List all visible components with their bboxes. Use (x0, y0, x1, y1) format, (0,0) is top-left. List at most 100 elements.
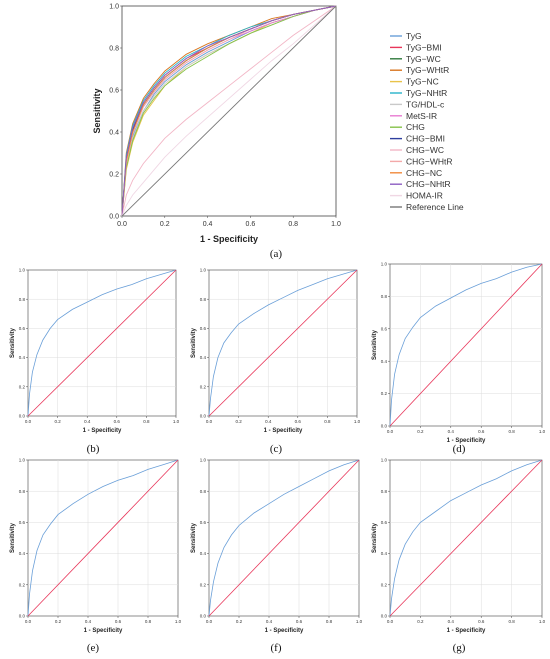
x-tick-label: 0.8 (145, 619, 152, 624)
y-tick-label: 0.6 (381, 326, 388, 331)
y-axis-label: Sensitivity (191, 522, 197, 553)
x-axis-label: 1 - Specificity (447, 628, 486, 634)
x-tick-label: 1.0 (539, 429, 546, 434)
x-tick-label: 1.0 (356, 619, 363, 624)
x-tick-label: 0.8 (326, 619, 333, 624)
y-axis-label: Sensitivity (372, 329, 378, 360)
y-tick-label: 0.2 (381, 582, 388, 587)
y-tick-label: 0.0 (381, 424, 388, 429)
legend-entry: CHG−BMI (406, 134, 445, 144)
x-tick-label: 0.8 (508, 619, 515, 624)
x-axis-label: 1 - Specificity (83, 428, 122, 434)
legend-entry: Reference Line (406, 202, 464, 212)
x-axis-label: 1 - Specificity (200, 234, 258, 244)
y-tick-label: 1.0 (19, 268, 26, 273)
series-line-1 (27, 269, 177, 417)
x-axis-label: 1 - Specificity (84, 628, 123, 634)
x-tick-label: 0.2 (417, 429, 424, 434)
y-tick-label: 0.2 (381, 391, 388, 396)
y-tick-label: 0.4 (381, 359, 388, 364)
y-axis-label: Sensitivity (372, 522, 378, 553)
y-tick-label: 0.6 (200, 520, 207, 525)
x-tick-label: 0.4 (85, 619, 92, 624)
x-tick-label: 1.0 (539, 619, 546, 624)
y-tick-label: 0.0 (19, 414, 26, 419)
y-tick-label: 0.0 (200, 414, 207, 419)
x-tick-label: 0.4 (84, 419, 91, 424)
y-tick-label: 0.6 (19, 326, 26, 331)
x-axis-label: 1 - Specificity (264, 428, 303, 434)
y-tick-label: 0.0 (381, 614, 388, 619)
chart-panel-e: 0.0 0.2 0.4 0.6 0.8 1.0 0.0 0.2 0.4 0.6 0.8 1.0 1 - … (10, 458, 182, 654)
series-line-0 (389, 459, 543, 617)
chart-panel-d: 0.0 0.2 0.4 0.6 0.8 1.0 0.0 0.2 0.4 0.6 0.8 1.0 1 - … (372, 262, 546, 455)
x-tick-label: 0.0 (387, 429, 394, 434)
legend-entry: CHG−NHtR (406, 179, 451, 189)
y-tick-label: 1.0 (19, 458, 26, 463)
legend-entry: CHG−WC (406, 145, 444, 155)
y-tick-label: 0.4 (109, 129, 119, 136)
legend-entry: TyG−NC (406, 77, 439, 87)
x-tick-label: 0.6 (295, 419, 302, 424)
x-tick-label: 1.0 (175, 619, 182, 624)
y-tick-label: 0.4 (200, 551, 207, 556)
y-tick-label: 0.8 (381, 489, 388, 494)
series-line-0 (389, 263, 543, 427)
series-line-1 (27, 459, 179, 617)
x-tick-label: 1.0 (331, 221, 341, 228)
legend-entry: CHG−NC (406, 168, 442, 178)
legend-entry: TyG−WHtR (406, 65, 449, 75)
y-tick-label: 0.2 (19, 582, 26, 587)
panel-label-e: (e) (87, 642, 100, 654)
y-tick-label: 0.8 (19, 489, 26, 494)
y-tick-label: 0.8 (381, 294, 388, 299)
panel-label-g: (g) (453, 642, 466, 654)
series-line-0 (208, 269, 358, 417)
x-tick-label: 0.6 (296, 619, 303, 624)
legend-entry: HOMA-IR (406, 191, 443, 201)
x-tick-label: 1.0 (354, 419, 361, 424)
x-tick-label: 0.8 (324, 419, 331, 424)
x-tick-label: 0.4 (448, 619, 455, 624)
y-tick-label: 0.2 (19, 384, 26, 389)
y-tick-label: 1.0 (381, 458, 388, 463)
series-line-1 (389, 263, 543, 427)
series-line-chg-wc (121, 5, 337, 217)
x-tick-label: 0.0 (117, 221, 127, 228)
panel-label-c: (c) (270, 443, 283, 455)
x-tick-label: 0.0 (25, 619, 32, 624)
y-tick-label: 0.8 (200, 489, 207, 494)
series-line-chg-nhtr (121, 5, 337, 217)
legend-entry: TyG−NHtR (406, 88, 447, 98)
panel-label-a: (a) (270, 248, 283, 260)
x-tick-label: 0.6 (115, 619, 122, 624)
x-tick-label: 0.4 (265, 419, 272, 424)
x-tick-label: 0.6 (114, 419, 121, 424)
x-tick-label: 0.4 (203, 221, 213, 228)
x-tick-label: 0.8 (288, 221, 298, 228)
legend-entry: MetS-IR (406, 111, 437, 121)
panel-label-f: (f) (271, 642, 282, 654)
x-tick-label: 0.0 (206, 619, 213, 624)
series-line-1 (208, 459, 360, 617)
series-line-chg (121, 5, 337, 217)
y-axis-label: Sensitivity (10, 327, 16, 358)
y-tick-label: 0.8 (109, 45, 119, 52)
x-tick-label: 0.0 (387, 619, 394, 624)
y-tick-label: 0.0 (19, 614, 26, 619)
series-line-1 (389, 459, 543, 617)
x-tick-label: 0.4 (266, 619, 273, 624)
y-tick-label: 1.0 (200, 268, 207, 273)
chart-panel-f: 0.0 0.2 0.4 0.6 0.8 1.0 0.0 0.2 0.4 0.6 0.8 1.0 1 - … (191, 458, 363, 654)
x-tick-label: 0.0 (25, 419, 32, 424)
legend-entry: CHG (406, 122, 425, 132)
y-tick-label: 0.4 (19, 355, 26, 360)
y-tick-label: 0.4 (381, 551, 388, 556)
x-tick-label: 1.0 (173, 419, 180, 424)
series-line-reference-line (121, 5, 337, 217)
chart-panel-g: 0.0 0.2 0.4 0.6 0.8 1.0 0.0 0.2 0.4 0.6 0.8 1.0 1 - … (372, 458, 546, 654)
x-axis-label: 1 - Specificity (447, 438, 486, 444)
series-line-0 (208, 459, 360, 617)
